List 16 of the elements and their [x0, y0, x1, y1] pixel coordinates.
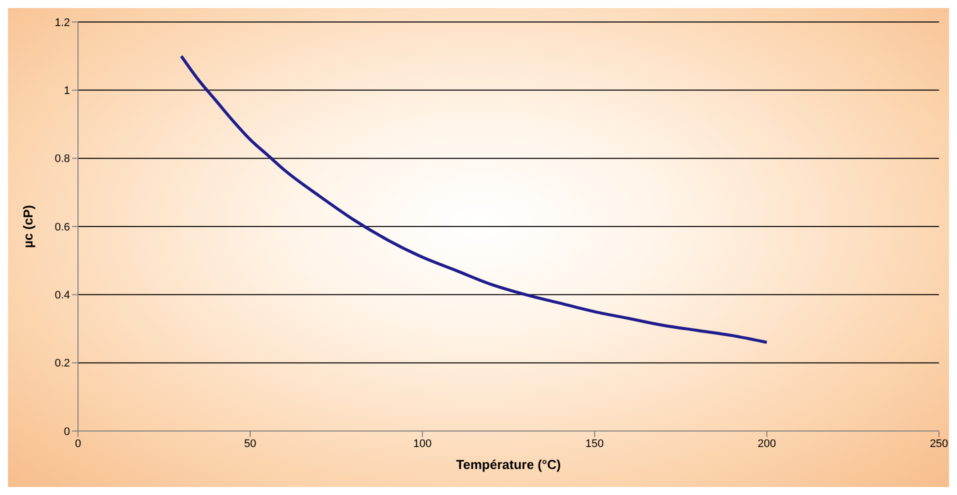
x-axis-title: Température (°C) [456, 457, 561, 472]
y-tick-label: 1.2 [54, 16, 70, 29]
y-tick-label: 0 [64, 426, 70, 438]
y-tick-label: 0.2 [54, 358, 70, 370]
x-tick-label: 250 [930, 438, 948, 450]
y-tick-label: 0.8 [54, 153, 70, 166]
x-tick-label: 150 [585, 438, 604, 450]
x-tick-label: 200 [758, 438, 776, 450]
x-tick-label: 100 [413, 438, 432, 450]
y-tick-label: 1 [64, 85, 70, 98]
y-tick-label: 0.4 [54, 290, 70, 302]
y-axis-title: µc (cP) [20, 205, 36, 248]
x-tick-label: 0 [74, 438, 82, 450]
y-tick-label: 0.6 [54, 221, 70, 234]
line-series [180, 54, 768, 344]
x-tick-label: 50 [244, 438, 256, 450]
